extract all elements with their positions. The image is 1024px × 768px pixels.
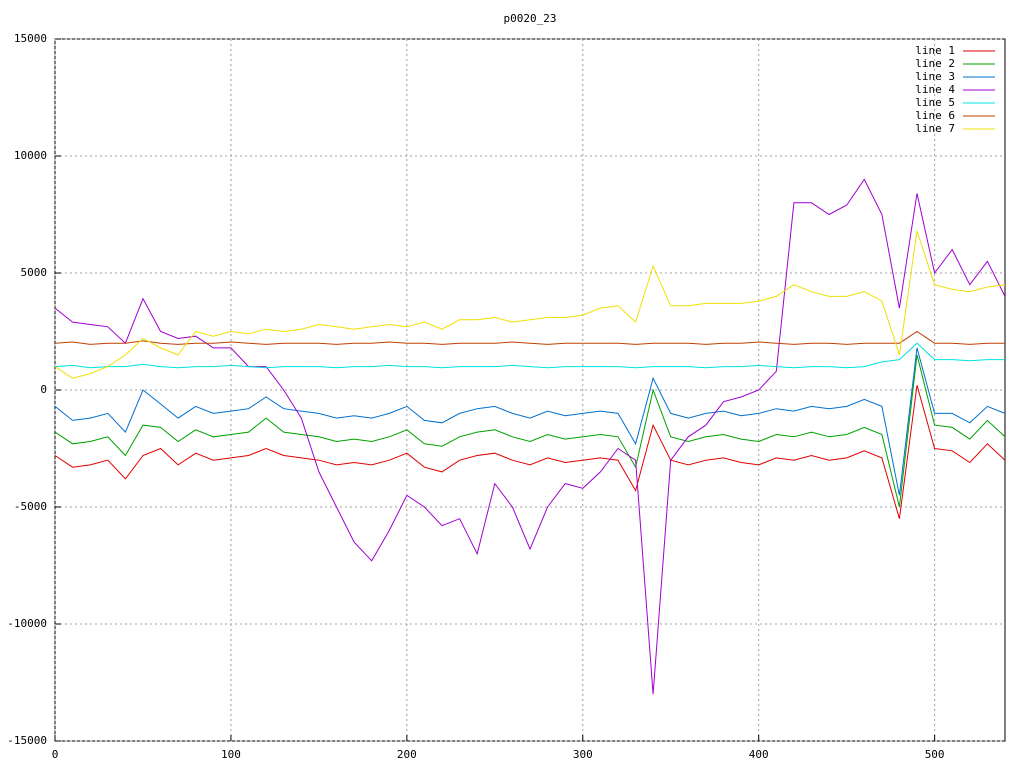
x-tick-label: 100 [221,748,241,761]
legend-label: line 7 [915,122,955,135]
x-tick-label: 500 [925,748,945,761]
data-line [54,330,1005,345]
legend-label: line 6 [915,109,955,122]
data-line [54,178,1006,695]
x-tick-label: 300 [573,748,593,761]
y-tick-label: 10000 [14,149,47,162]
data-line [54,342,1005,369]
x-tick-label: 400 [749,748,769,761]
y-tick-label: 5000 [21,266,48,279]
legend-label: line 5 [915,96,955,109]
y-tick-label: -10000 [7,617,47,630]
legend-label: line 2 [915,57,955,70]
y-tick-label: -15000 [7,734,47,747]
y-tick-label: 15000 [14,32,47,45]
x-tick-label: 200 [397,748,417,761]
data-line [54,347,1006,496]
chart-title: p0020_23 [504,12,557,25]
data-line [54,230,1006,379]
legend-label: line 1 [915,44,955,57]
legend-label: line 3 [915,70,955,83]
y-tick-label: -5000 [14,500,47,513]
legend-label: line 4 [915,83,955,96]
y-tick-label: 0 [40,383,47,396]
data-line [54,385,1006,519]
data-line [54,354,1006,508]
x-tick-label: 0 [52,748,59,761]
